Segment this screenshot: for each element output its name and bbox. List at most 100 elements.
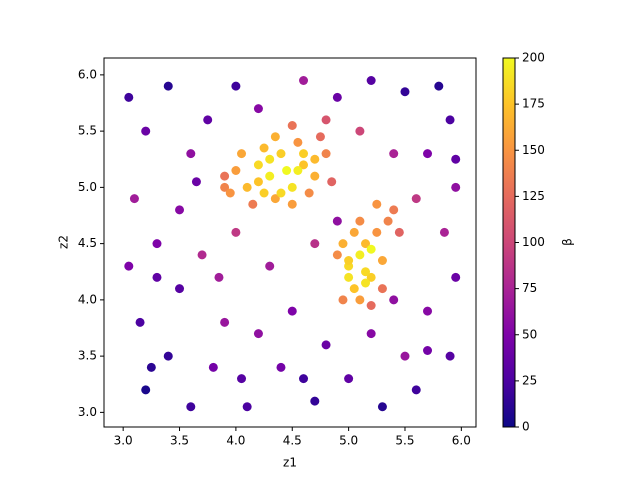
scatter-point (253, 329, 263, 339)
scatter-point (423, 346, 433, 355)
y-tick-label: 5.5 (78, 124, 97, 138)
scatter-point (152, 239, 162, 249)
scatter-point (355, 250, 365, 260)
scatter-point (361, 267, 371, 277)
scatter-point (197, 250, 207, 260)
x-axis-label: z1 (283, 456, 297, 470)
scatter-point (299, 149, 309, 159)
scatter-point (135, 317, 145, 327)
scatter-point (293, 166, 303, 175)
scatter-point (287, 306, 297, 316)
scatter-point (163, 351, 173, 361)
scatter-point (400, 351, 410, 361)
y-axis-label: z2 (57, 235, 71, 249)
colorbar-label: β (561, 238, 575, 246)
scatter-point (344, 272, 354, 282)
scatter-point (377, 402, 387, 412)
scatter-point (237, 149, 247, 159)
y-tick-label: 4.0 (78, 292, 97, 306)
scatter-point (253, 160, 263, 170)
scatter-point (332, 216, 342, 226)
scatter-point (344, 374, 354, 384)
scatter-point (434, 81, 444, 91)
scatter-point (259, 188, 269, 198)
scatter-point (389, 205, 399, 215)
scatter-point (220, 171, 230, 181)
scatter-point (332, 250, 342, 260)
scatter-point (208, 362, 218, 372)
scatter-point (366, 329, 376, 339)
scatter-point (220, 317, 230, 327)
x-tick-label: 3.0 (114, 434, 133, 448)
x-tick-label: 5.5 (395, 434, 414, 448)
scatter-point (265, 154, 275, 164)
scatter-point (451, 182, 461, 192)
scatter-point (203, 115, 213, 125)
scatter-point (124, 92, 134, 102)
scatter-point (411, 385, 421, 395)
scatter-point (141, 385, 151, 395)
scatter-point (321, 115, 331, 125)
x-tick-label: 5.0 (339, 434, 358, 448)
scatter-point (237, 374, 247, 384)
scatter-point (175, 284, 185, 294)
scatter-point (445, 351, 455, 361)
scatter-point (349, 284, 359, 294)
colorbar-tick-label: 150 (522, 143, 545, 157)
scatter-point (355, 295, 365, 305)
scatter-point (451, 272, 461, 282)
scatter-point (366, 244, 376, 254)
scatter-point (366, 272, 376, 282)
colorbar-tick-label: 100 (522, 235, 545, 249)
scatter-point (445, 115, 455, 125)
scatter-point (355, 216, 365, 226)
scatter-point (366, 301, 376, 310)
scatter-point (152, 272, 162, 282)
scatter-point (163, 81, 173, 91)
scatter-point (349, 227, 359, 237)
scatter-point (186, 149, 196, 159)
x-tick-label: 6.0 (452, 434, 471, 448)
colorbar (503, 58, 515, 427)
scatter-point (310, 396, 320, 406)
scatter-point (242, 182, 252, 192)
scatter-point (411, 194, 421, 204)
scatter-point (287, 182, 297, 192)
scatter-point (129, 194, 139, 204)
scatter-point (394, 227, 404, 237)
scatter-point (423, 149, 433, 159)
scatter-point (253, 177, 263, 187)
scatter-point (310, 154, 320, 164)
scatter-point (377, 284, 387, 294)
scatter-point (315, 132, 325, 142)
scatter-point (299, 76, 309, 85)
colorbar-tick-label: 175 (522, 97, 545, 111)
scatter-point (344, 256, 354, 265)
scatter-point (304, 188, 314, 198)
scatter-point (287, 121, 297, 130)
scatter-point (270, 132, 280, 142)
scatter-point (186, 402, 196, 412)
scatter-point (321, 340, 331, 350)
scatter-point (124, 261, 134, 271)
scatter-point (423, 306, 433, 316)
scatter-point (321, 149, 331, 159)
scatter-point (389, 149, 399, 159)
y-tick-label: 4.5 (78, 236, 97, 250)
scatter-point (214, 272, 224, 282)
scatter-point (276, 188, 286, 198)
scatter-point (439, 227, 449, 237)
scatter-point (332, 92, 342, 102)
y-tick-label: 3.5 (78, 349, 97, 363)
scatter-point (191, 177, 201, 187)
scatter-point (299, 374, 309, 384)
scatter-point (248, 199, 258, 209)
scatter-point (372, 199, 382, 209)
scatter-point (282, 166, 292, 175)
y-tick-label: 5.0 (78, 180, 97, 194)
scatter-point (225, 188, 235, 198)
scatter-point (361, 278, 371, 288)
scatter-point (400, 87, 410, 97)
y-tick-label: 3.0 (78, 405, 97, 419)
scatter-point (287, 199, 297, 209)
